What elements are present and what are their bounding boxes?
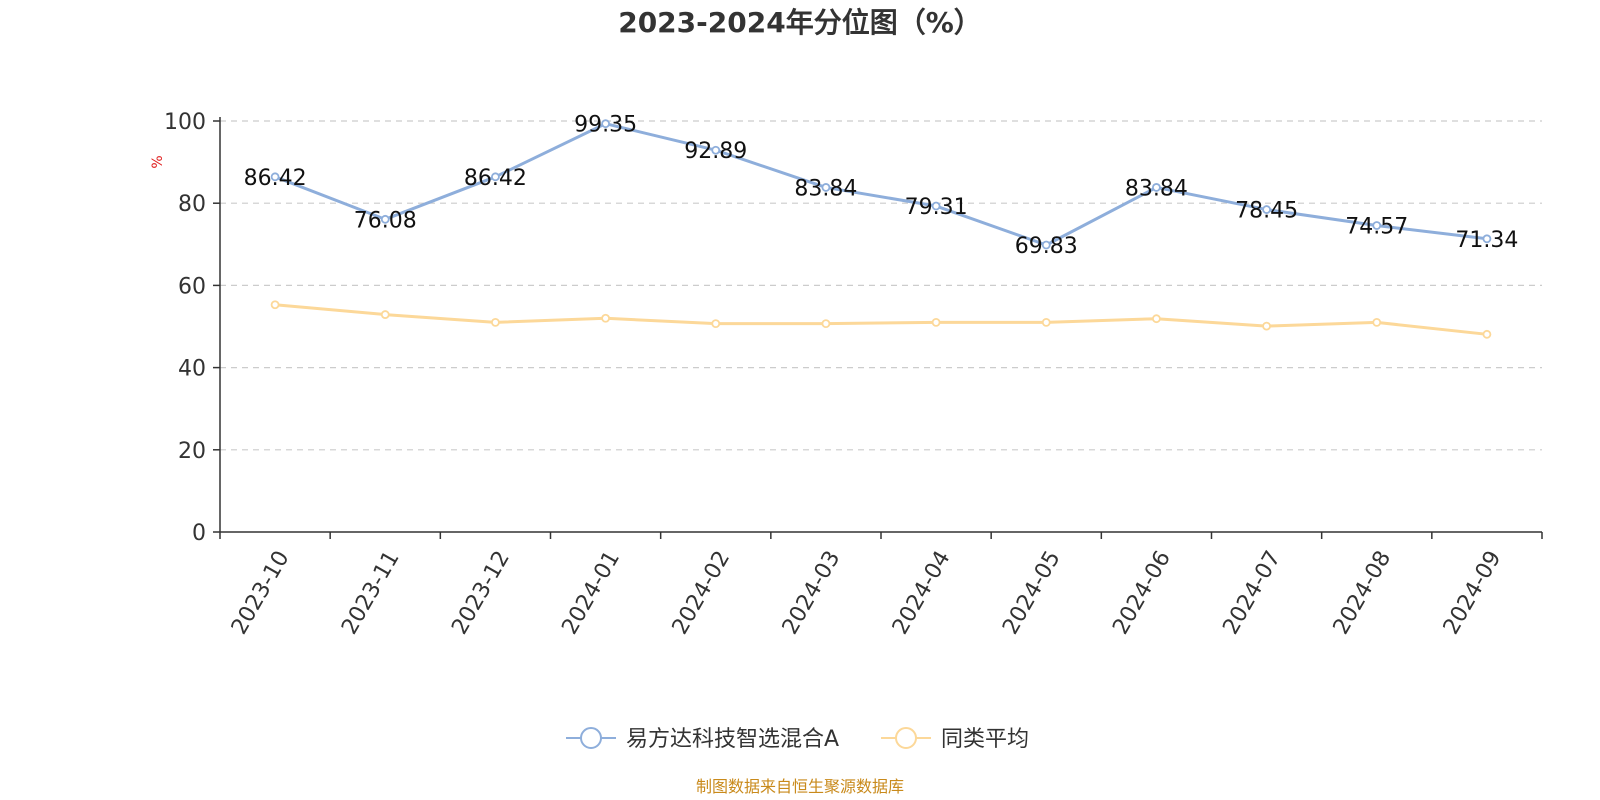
- series-b-point[interactable]: [380, 310, 390, 319]
- legend-series-b-label: 同类平均: [941, 727, 1029, 752]
- series-b-point[interactable]: [711, 319, 721, 329]
- series-a-point[interactable]: [1372, 221, 1382, 230]
- series-a-data-label: 69.83: [1015, 234, 1078, 259]
- series-b-point[interactable]: [821, 319, 831, 329]
- series-a-data-label: 79.31: [905, 195, 968, 220]
- x-tick-label: 2024-05: [998, 547, 1066, 639]
- y-tick-label: 80: [178, 192, 206, 217]
- legend-item-series-a[interactable]: 易方达科技智选混合A: [566, 727, 839, 752]
- x-tick-label: 2023-12: [447, 547, 515, 639]
- series-b-point[interactable]: [1152, 314, 1161, 324]
- y-tick-label: 40: [178, 357, 206, 382]
- series-a-point[interactable]: [931, 201, 941, 211]
- series-b-point[interactable]: [1372, 317, 1382, 327]
- x-tick-label: 2024-06: [1108, 547, 1176, 639]
- series-a-point[interactable]: [1262, 205, 1271, 214]
- series-a-data-label: 76.08: [354, 208, 417, 233]
- y-tick-label: 20: [178, 439, 206, 464]
- legend-series-b-marker: [895, 727, 917, 749]
- series-b-point[interactable]: [1041, 317, 1051, 327]
- series-b-point[interactable]: [270, 300, 280, 310]
- series-a-data-label: 86.42: [244, 166, 307, 191]
- x-tick-label: 2024-01: [557, 547, 625, 639]
- series-a-point[interactable]: [1041, 240, 1051, 250]
- y-tick-label: 100: [164, 110, 206, 135]
- series-a-data-label: 78.45: [1235, 199, 1298, 224]
- legend-series-a-marker: [580, 727, 602, 749]
- series-a-line: [274, 122, 1488, 247]
- series-a-data-label: 99.35: [574, 113, 637, 138]
- series-a-point[interactable]: [601, 119, 610, 129]
- data-labels: 86.42 76.08 86.42 99.35 92.89 83.84 79.31 69.83…: [244, 113, 1519, 259]
- series-a-point[interactable]: [1152, 183, 1161, 192]
- series-b-point[interactable]: [601, 313, 610, 323]
- series-b-point[interactable]: [931, 317, 941, 327]
- series-b-point[interactable]: [491, 317, 500, 327]
- x-tick-label: 2024-08: [1329, 547, 1397, 639]
- y-axis-unit: %: [150, 155, 166, 168]
- y-tick-label: 0: [192, 521, 206, 546]
- x-tick-label: 2023-10: [227, 547, 295, 639]
- series-a-data-label: 71.34: [1455, 228, 1518, 253]
- series-b-point[interactable]: [1482, 329, 1492, 339]
- grid: [220, 120, 1542, 451]
- x-tick-label: 2024-07: [1218, 547, 1286, 639]
- x-tick-label: 2024-04: [888, 547, 956, 639]
- series-a-point[interactable]: [821, 183, 831, 192]
- legend-item-series-b[interactable]: 同类平均: [881, 727, 1029, 752]
- series-a-data-label: 86.42: [464, 166, 527, 191]
- x-tick-label: 2023-11: [337, 547, 405, 639]
- chart-title: 2023-2024年分位图（%）: [618, 6, 982, 39]
- series-a-point[interactable]: [270, 172, 280, 182]
- x-tick-label: 2024-09: [1439, 547, 1507, 639]
- series-b-line: [274, 303, 1488, 336]
- series-a-point[interactable]: [711, 145, 721, 155]
- legend: 易方达科技智选混合A 同类平均: [566, 727, 1029, 752]
- series-layer: [270, 119, 1492, 339]
- series-a-point[interactable]: [380, 214, 390, 224]
- series-a-point[interactable]: [1482, 234, 1492, 244]
- series-a-data-label: 83.84: [794, 176, 857, 201]
- x-tick-label: 2024-02: [668, 547, 736, 639]
- legend-series-a-label: 易方达科技智选混合A: [626, 727, 839, 752]
- x-tick-label: 2024-03: [778, 547, 846, 639]
- series-b-point[interactable]: [1262, 321, 1271, 331]
- series-a-data-label: 74.57: [1345, 215, 1408, 240]
- source-note: 制图数据来自恒生聚源数据库: [696, 777, 904, 796]
- series-a-point[interactable]: [491, 172, 500, 182]
- y-tick-label: 60: [178, 274, 206, 299]
- series-a-data-label: 83.84: [1125, 176, 1188, 201]
- series-a-data-label: 92.89: [684, 139, 747, 164]
